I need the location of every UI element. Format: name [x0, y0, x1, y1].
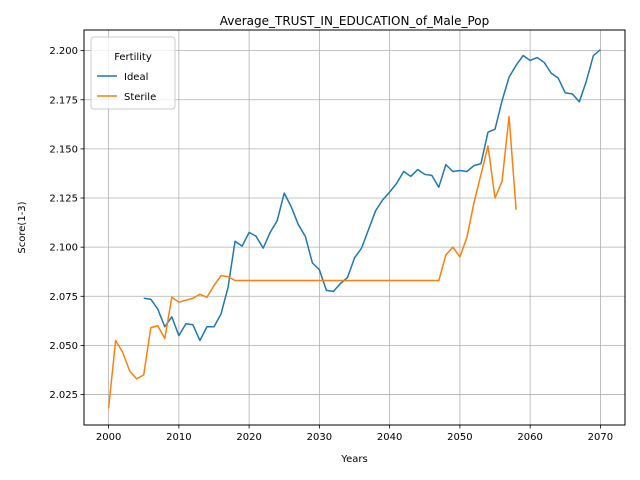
- series-line-ideal: [143, 49, 601, 342]
- y-tick-label: 2.075: [49, 292, 78, 303]
- x-axis: 2000 2010 2020 2030 2040 2050 2060 2070: [96, 425, 613, 443]
- x-axis-label: Years: [340, 454, 367, 465]
- x-tick-label: 2050: [447, 432, 472, 443]
- x-tick-label: 2060: [517, 432, 542, 443]
- y-tick-label: 2.100: [49, 243, 78, 254]
- legend-entry-ideal: Ideal: [124, 72, 148, 83]
- grid: [84, 30, 625, 425]
- y-tick-label: 2.050: [49, 341, 78, 352]
- y-axis-label: Score(1-3): [17, 201, 28, 253]
- x-tick-label: 2030: [307, 432, 332, 443]
- y-tick-label: 2.175: [49, 95, 78, 106]
- plot-frame: [83, 29, 626, 426]
- y-tick-label: 2.025: [49, 390, 78, 401]
- legend-box: [90, 36, 176, 110]
- legend: Fertility Ideal Sterile: [90, 36, 176, 110]
- series-line-sterile: [107, 115, 517, 409]
- x-tick-label: 2040: [377, 432, 402, 443]
- y-axis: 2.025 2.050 2.075 2.100 2.125 2.150 2.175 2.200: [49, 46, 84, 401]
- x-tick-label: 2070: [588, 432, 613, 443]
- x-tick-label: 2000: [96, 432, 121, 443]
- chart-title: Average_TRUST_IN_EDUCATION_of_Male_Pop: [220, 14, 490, 28]
- y-tick-label: 2.125: [49, 194, 78, 205]
- y-tick-label: 2.200: [49, 46, 78, 57]
- series-layer: [107, 49, 601, 409]
- y-tick-label: 2.150: [49, 144, 78, 155]
- x-tick-label: 2020: [236, 432, 261, 443]
- legend-title: Fertility: [114, 52, 152, 63]
- legend-entry-sterile: Sterile: [124, 92, 156, 103]
- x-tick-label: 2010: [166, 432, 191, 443]
